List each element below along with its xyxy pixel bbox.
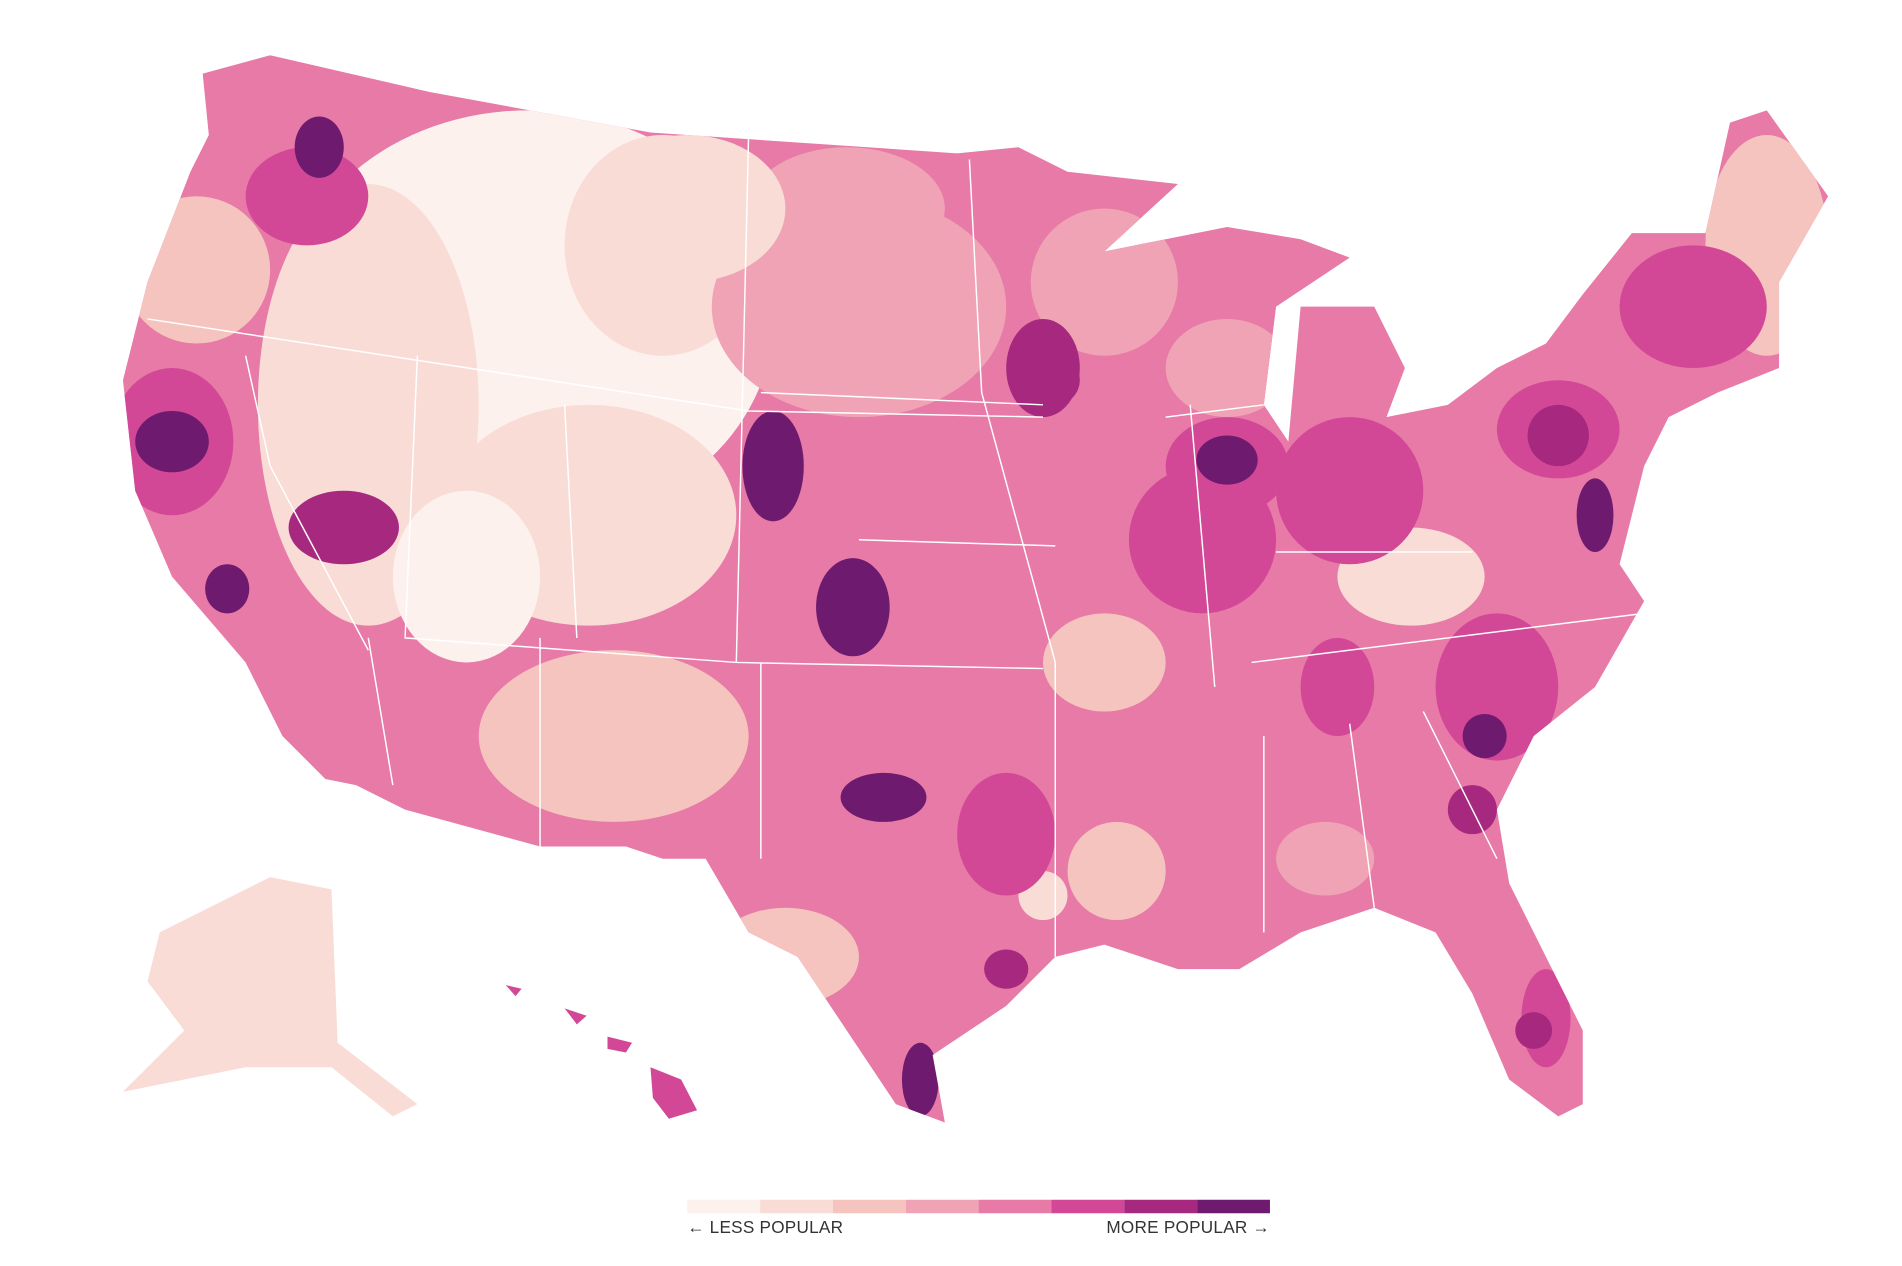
map-region bbox=[1196, 435, 1258, 485]
map-region bbox=[122, 196, 271, 344]
map-region bbox=[288, 490, 399, 565]
map-region bbox=[478, 650, 749, 822]
map-region bbox=[816, 558, 890, 657]
legend-high-label: MORE POPULAR → bbox=[1106, 1217, 1270, 1237]
alaska bbox=[122, 877, 418, 1117]
legend-swatch bbox=[832, 1199, 906, 1214]
map-region bbox=[1515, 1012, 1553, 1049]
legend-swatch bbox=[905, 1199, 979, 1214]
map-region bbox=[748, 147, 945, 270]
map-region bbox=[1030, 355, 1080, 405]
map-region bbox=[1527, 404, 1589, 467]
map-region bbox=[1576, 478, 1614, 553]
map-region bbox=[135, 410, 209, 473]
legend-swatch bbox=[978, 1199, 1052, 1214]
map-region bbox=[392, 490, 541, 663]
map-region bbox=[711, 907, 859, 1006]
map-region bbox=[984, 949, 1029, 989]
hawaii bbox=[505, 985, 698, 1119]
map-region bbox=[1619, 245, 1767, 369]
map-region bbox=[901, 1042, 939, 1117]
legend-low-label: ← LESS POPULAR bbox=[687, 1217, 843, 1237]
map-region bbox=[1435, 613, 1559, 761]
legend-swatch bbox=[760, 1199, 833, 1214]
map-region bbox=[1276, 821, 1375, 896]
legend: ← LESS POPULAR MORE POPULAR → bbox=[687, 1199, 1270, 1237]
map-region bbox=[1165, 318, 1289, 418]
map-region bbox=[1067, 821, 1166, 921]
state-borders bbox=[147, 134, 1645, 957]
map-region bbox=[245, 147, 369, 246]
map-region bbox=[589, 134, 786, 283]
map-region bbox=[742, 410, 804, 522]
map-region bbox=[294, 116, 344, 178]
map-region bbox=[1030, 208, 1178, 356]
legend-swatch bbox=[1051, 1199, 1125, 1214]
map-region bbox=[1462, 713, 1507, 759]
map-region bbox=[1043, 613, 1166, 712]
map-region bbox=[957, 772, 1056, 896]
map-region bbox=[205, 564, 250, 614]
map-region bbox=[1300, 637, 1375, 737]
legend-swatch bbox=[687, 1199, 761, 1214]
map-region bbox=[840, 772, 927, 822]
map-region bbox=[1276, 417, 1424, 565]
legend-swatch bbox=[1124, 1199, 1198, 1214]
legend-swatch bbox=[1197, 1199, 1270, 1214]
